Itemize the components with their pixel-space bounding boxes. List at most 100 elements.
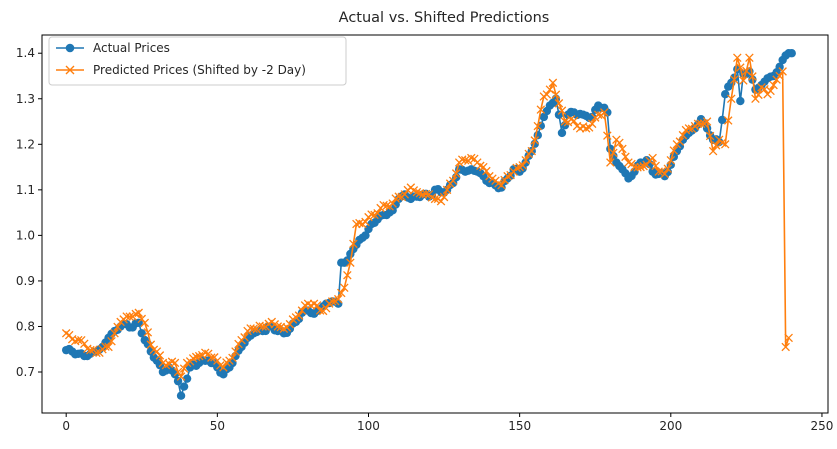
data-point [702,117,712,126]
data-point [630,162,639,172]
data-point [191,352,201,362]
data-point [603,131,612,140]
y-axis: 0.7 0.8 0.9 1.0 1.1 1.2 1.3 1.4 [16,46,42,379]
data-point [349,239,358,249]
data-point [536,105,546,114]
y-tick-label: 1.2 [16,137,35,151]
plot-frame [41,34,829,414]
data-point [412,187,422,197]
data-point [297,306,307,315]
data-point [421,189,431,199]
data-point [736,96,745,106]
data-point [228,353,237,363]
data-point [436,196,446,206]
data-point [660,169,670,179]
data-point [557,106,567,115]
data-point [503,171,512,181]
data-point [113,322,122,332]
data-point [587,119,597,129]
y-tick-label: 1.1 [16,183,35,197]
legend-marker-predicted [65,65,75,75]
data-point [207,353,216,362]
data-point [518,161,527,170]
chart-title: Actual vs. Shifted Predictions [339,10,550,26]
data-point [727,94,736,104]
data-point [430,194,440,204]
data-point [678,130,688,140]
x-axis: 0 50 100 150 200 250 [62,413,833,433]
y-tick-label: 0.9 [16,274,35,288]
data-point [654,167,663,176]
y-tick-label: 0.8 [16,319,35,333]
data-point [219,363,228,372]
data-point [343,270,352,280]
data-point [340,283,349,293]
data-point [745,53,754,63]
data-point [766,86,775,96]
data-point [107,336,116,346]
data-point [467,153,476,163]
x-tick-label: 100 [357,419,380,433]
legend-box [48,36,347,86]
data-point [684,124,694,133]
series-predicted-prices [61,53,793,381]
data-point [315,306,325,315]
y-tick-label: 1.3 [16,92,35,106]
data-point [730,75,739,84]
data-point [775,71,784,81]
data-point [554,99,564,108]
data-point [548,78,558,88]
data-point [720,140,730,149]
plot-area [61,49,796,400]
data-point [231,347,240,356]
data-point [606,158,615,167]
data-point [717,115,727,125]
data-point [711,141,721,150]
data-point [733,53,742,63]
data-point [642,160,651,170]
data-point [448,176,458,185]
data-point [497,183,506,192]
data-point [258,322,267,331]
data-point [451,169,461,178]
data-point [382,201,391,211]
data-point [400,190,410,199]
data-point [675,137,685,146]
data-point [723,116,733,125]
data-point [104,342,113,352]
data-point [346,258,355,267]
data-point [775,62,784,72]
data-point [479,162,488,172]
data-point [512,163,521,173]
data-point [560,117,570,126]
data-point [530,136,540,145]
data-point [769,80,778,90]
legend-label-predicted: Predicted Prices (Shifted by -2 Day) [93,63,306,77]
data-point [542,90,552,99]
data-point [285,319,295,329]
data-point [663,164,673,173]
data-point [294,311,304,320]
data-point [721,90,730,99]
data-point [334,294,343,304]
data-point [74,335,83,345]
data-point [618,144,627,154]
data-point [110,329,119,338]
data-point [569,116,579,126]
data-point [648,153,657,163]
data-point [249,324,258,334]
y-tick-label: 1.4 [16,46,35,60]
data-point [751,94,760,104]
data-point [760,84,769,94]
data-point [337,288,346,298]
data-point [551,90,561,99]
data-point [373,208,382,218]
data-point [361,217,370,227]
data-point [554,110,564,119]
data-point [140,318,150,328]
data-point [143,328,153,337]
legend-label-actual: Actual Prices [93,41,170,55]
data-point [696,119,706,129]
data-point [621,152,630,162]
data-point [669,146,679,155]
